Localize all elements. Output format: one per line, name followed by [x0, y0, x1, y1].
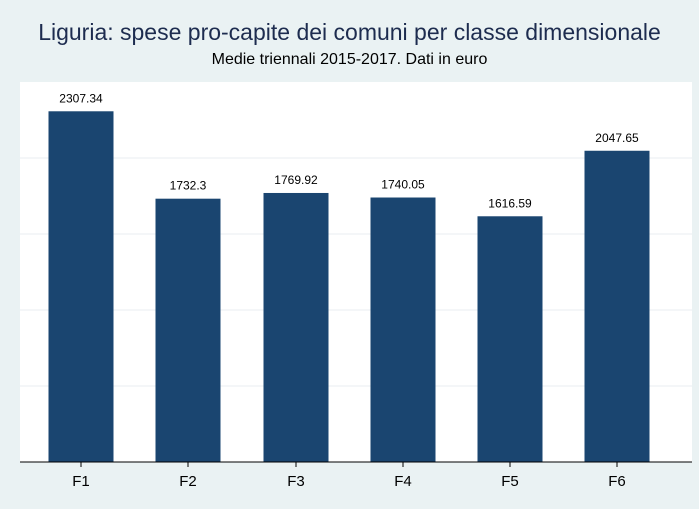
- data-label-f3: 1769.92: [274, 173, 318, 187]
- x-tick-label-f4: F4: [394, 473, 412, 490]
- bar-f1: [48, 111, 114, 463]
- plot-area: [20, 82, 692, 462]
- chart-title: Liguria: spese pro-capite dei comuni per…: [38, 19, 661, 45]
- bar-f3: [263, 192, 329, 462]
- chart-subtitle: Medie triennali 2015-2017. Dati in euro: [211, 51, 488, 68]
- data-label-f2: 1732.3: [170, 179, 207, 193]
- bar-f4: [370, 197, 436, 463]
- x-tick-label-f1: F1: [72, 473, 90, 490]
- x-tick-label-f3: F3: [287, 473, 305, 490]
- x-tick-label-f6: F6: [608, 473, 626, 490]
- data-label-f6: 2047.65: [595, 131, 639, 145]
- data-label-f5: 1616.59: [488, 196, 532, 210]
- bar-f5: [477, 216, 543, 462]
- x-tick-label-f2: F2: [179, 473, 197, 490]
- data-label-f1: 2307.34: [59, 91, 103, 105]
- x-tick-label-f5: F5: [501, 473, 519, 490]
- bar-f6: [584, 150, 650, 462]
- data-label-f4: 1740.05: [381, 178, 425, 192]
- bar-f2: [155, 198, 221, 462]
